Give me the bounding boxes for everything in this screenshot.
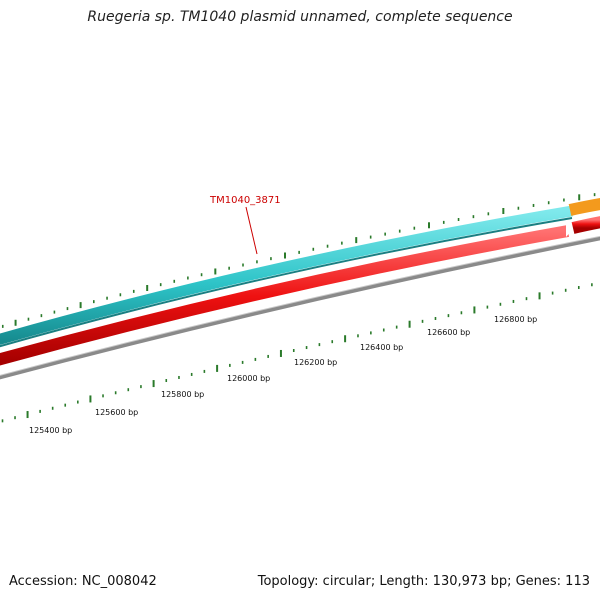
ruler-label: 126000 bp [227,374,270,383]
cyan-track-edge [0,217,573,348]
lower-tick-group [1,283,593,423]
accession-text: Accession: NC_008042 [9,574,157,589]
topology-summary-text: Topology: circular; Length: 130,973 bp; … [257,574,590,589]
gene-label-tm1040-3871[interactable]: TM1040_3871 [209,195,281,206]
map-title: Ruegeria sp. TM1040 plasmid unnamed, com… [87,9,513,25]
ruler-label: 125600 bp [95,408,138,417]
grey-backbone-highlight [0,235,600,376]
red-cds-track-right [571,216,600,234]
cyan-feature-track [0,205,573,345]
ruler-label: 126600 bp [427,328,470,337]
upper-tick-group [1,193,596,328]
ruler-label: 126400 bp [360,343,403,352]
ruler-label: 125800 bp [161,390,204,399]
grey-backbone-track [0,236,600,380]
red-cds-arrow-tip [566,224,572,237]
ruler-label: 125400 bp [29,426,72,435]
ruler-label: 126200 bp [294,358,337,367]
gene-label-leader-line [245,206,258,255]
ruler-label: 126800 bp [494,315,537,324]
ruler-label-group: 125400 bp 125600 bp 125800 bp 126000 bp 1262… [29,315,537,435]
red-cds-track [0,225,570,366]
orange-feature-segment [568,197,600,216]
